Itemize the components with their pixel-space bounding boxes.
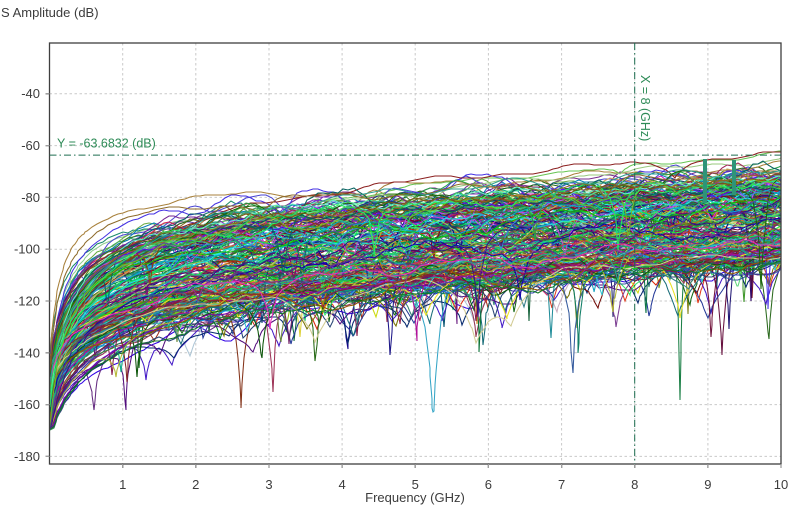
svg-text:5: 5 bbox=[412, 477, 419, 492]
svg-text:Y = -63.6832 (dB): Y = -63.6832 (dB) bbox=[57, 137, 156, 151]
svg-text:-160: -160 bbox=[14, 397, 40, 412]
svg-text:9: 9 bbox=[704, 477, 711, 492]
svg-text:-140: -140 bbox=[14, 345, 40, 360]
svg-text:-60: -60 bbox=[21, 138, 40, 153]
svg-text:S Amplitude (dB): S Amplitude (dB) bbox=[1, 5, 99, 20]
svg-text:-40: -40 bbox=[21, 86, 40, 101]
svg-text:2: 2 bbox=[192, 477, 199, 492]
svg-text:6: 6 bbox=[485, 477, 492, 492]
svg-text:4: 4 bbox=[338, 477, 345, 492]
svg-text:7: 7 bbox=[558, 477, 565, 492]
svg-text:-120: -120 bbox=[14, 294, 40, 309]
svg-text:1: 1 bbox=[119, 477, 126, 492]
svg-text:8: 8 bbox=[631, 477, 638, 492]
svg-text:X = 8 (GHz): X = 8 (GHz) bbox=[638, 75, 652, 141]
svg-text:-100: -100 bbox=[14, 242, 40, 257]
svg-text:-80: -80 bbox=[21, 190, 40, 205]
svg-text:10: 10 bbox=[774, 477, 788, 492]
svg-text:3: 3 bbox=[265, 477, 272, 492]
svg-text:-180: -180 bbox=[14, 449, 40, 464]
svg-text:Frequency (GHz): Frequency (GHz) bbox=[365, 490, 465, 505]
